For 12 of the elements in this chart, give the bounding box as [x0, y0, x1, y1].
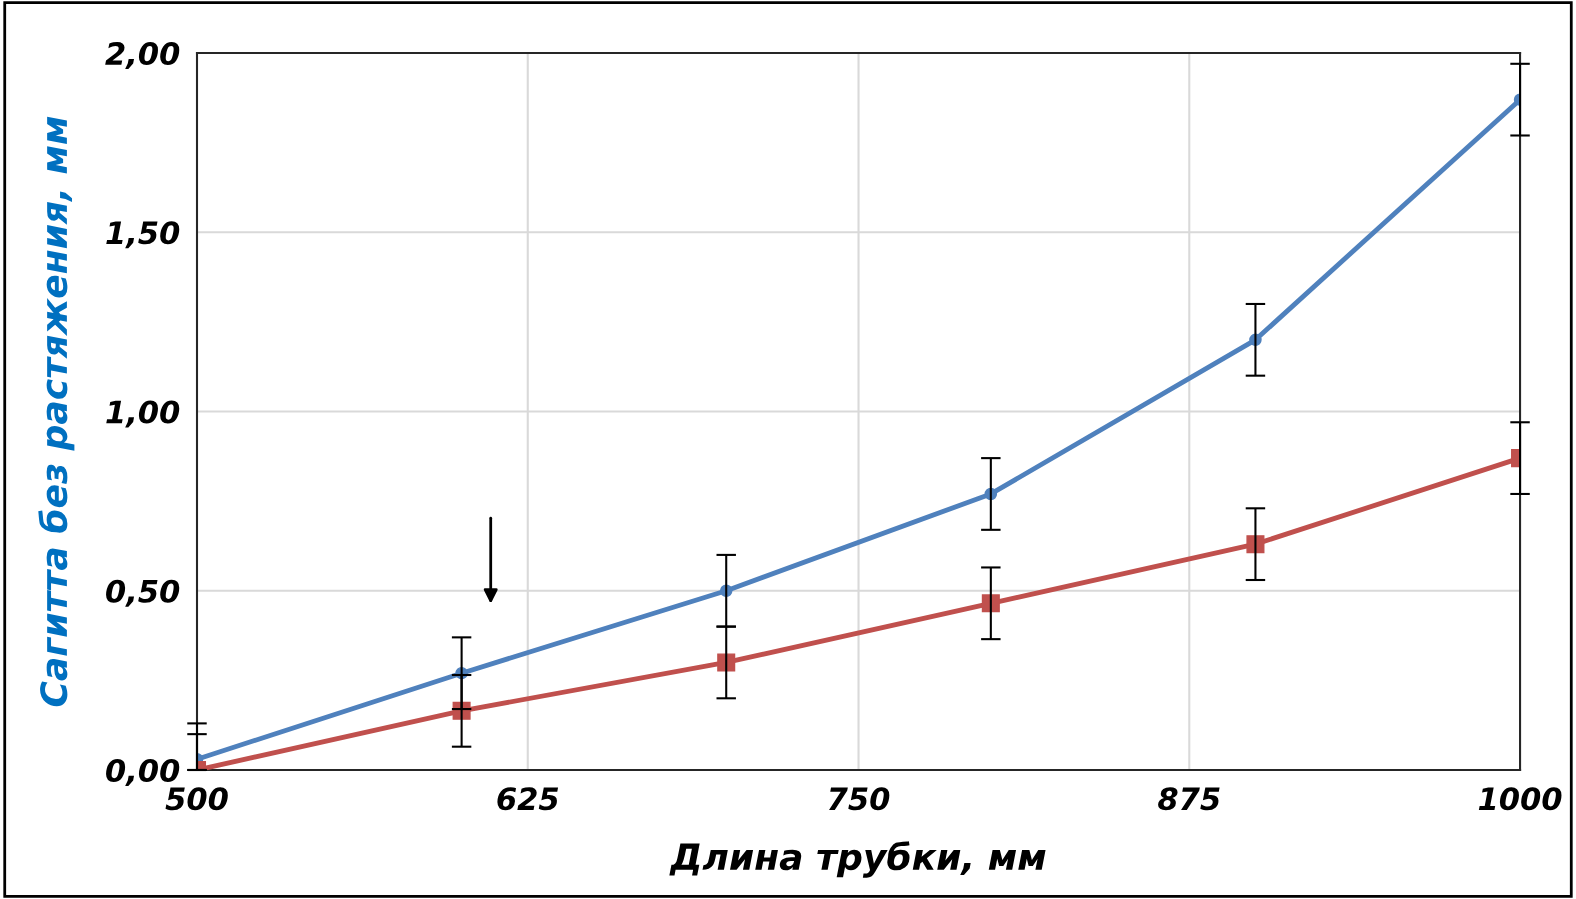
y-tick-label: 0,00: [106, 758, 180, 786]
y-tick-label: 1,00: [106, 400, 180, 428]
y-tick-label: 0,50: [106, 579, 180, 607]
y-tick-label: 2,00: [105, 41, 180, 69]
x-axis-title: Длина трубки, мм: [669, 841, 1046, 878]
y-tick-label: 1,50: [106, 221, 180, 249]
x-tick-label: 1000: [1478, 787, 1562, 811]
y-axis-title: Сагитта без растяжения, мм: [38, 116, 75, 707]
x-tick-label: 625: [497, 787, 559, 811]
x-tick-label: 750: [829, 787, 890, 811]
x-tick-label: 875: [1158, 787, 1220, 811]
x-tick-label: 500: [165, 787, 228, 811]
